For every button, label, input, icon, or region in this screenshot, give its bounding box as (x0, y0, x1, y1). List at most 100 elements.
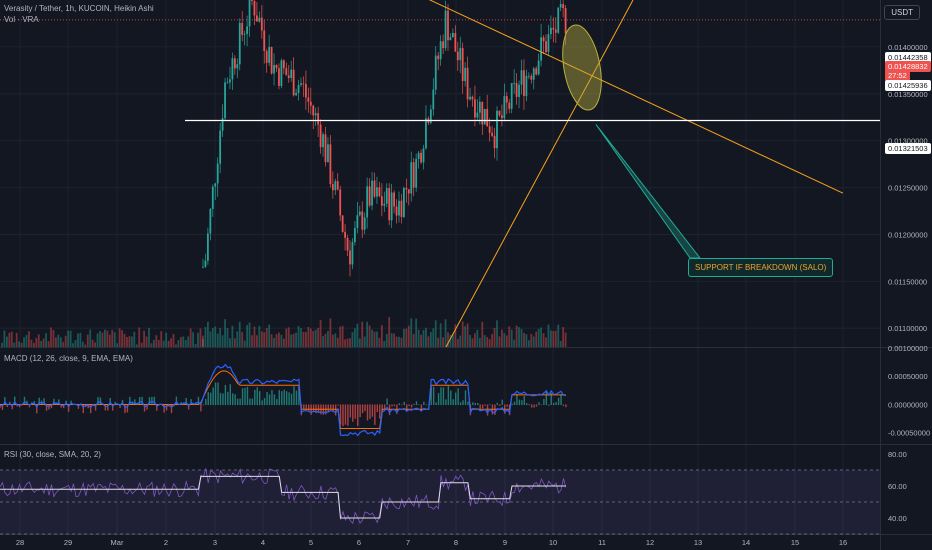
macd-histogram-bar (312, 404, 315, 412)
volume-bar (505, 335, 508, 347)
time-tick-label: 5 (309, 538, 313, 547)
volume-bar (339, 326, 342, 347)
volume-bar (170, 338, 172, 347)
candle-body (314, 113, 317, 116)
candle-body (459, 48, 462, 61)
volume-bar (476, 329, 479, 347)
candle-body (385, 188, 388, 204)
volume-bar (155, 335, 158, 347)
candle-body (493, 135, 496, 149)
volume-bar (194, 343, 197, 347)
time-tick-label: 13 (694, 538, 702, 547)
macd-histogram-bar (369, 404, 371, 419)
macd-histogram-bar (386, 398, 388, 406)
macd-histogram-bar (283, 389, 285, 406)
macd-histogram-bar (28, 404, 31, 408)
candle-body (510, 83, 513, 109)
volume-bar (150, 343, 153, 347)
volume-bar (108, 334, 111, 347)
macd-pane (0, 363, 567, 437)
volume-bar (550, 330, 552, 347)
volume-bar (13, 342, 16, 347)
macd-histogram-bar (540, 404, 543, 406)
candle-body (243, 34, 246, 35)
volume-bar (182, 336, 185, 347)
volume-bar (527, 340, 530, 347)
candle-body (376, 187, 378, 197)
macd-histogram-bar (518, 399, 521, 406)
volume-bar (425, 327, 427, 347)
macd-histogram-bar (486, 404, 489, 416)
volume-bar (216, 333, 219, 347)
volume-bar (400, 337, 403, 347)
macd-histogram-bar (516, 393, 518, 406)
macd-histogram-bar (163, 404, 165, 413)
volume-bar (361, 321, 364, 347)
candle-body (202, 266, 204, 268)
candle-body (339, 189, 342, 216)
volume-bar (403, 328, 405, 347)
volume-bar (104, 329, 106, 347)
volume-bar (113, 332, 116, 347)
volume-bar (481, 321, 484, 347)
macd-histogram-bar (295, 390, 298, 406)
candle-body (292, 69, 295, 96)
macd-histogram-bar (153, 396, 156, 406)
macd-histogram-bar (11, 404, 13, 410)
volume-bar (273, 337, 275, 347)
candle-body (238, 22, 241, 65)
volume-bar (393, 333, 395, 347)
volume-bar (79, 332, 82, 347)
macd-histogram-bar (50, 404, 53, 409)
macd-histogram-bar (138, 396, 141, 406)
candle-body (540, 37, 542, 61)
volume-bar (501, 329, 503, 347)
candle-body (503, 96, 506, 119)
candle-body (398, 200, 400, 216)
volume-bar (312, 331, 315, 347)
volume-bar (20, 342, 23, 347)
macd-histogram-bar (305, 404, 307, 410)
macd-histogram-bar (124, 404, 126, 414)
volume-bar (344, 339, 346, 347)
macd-histogram-bar (104, 404, 107, 411)
volume-bar (130, 336, 133, 347)
macd-histogram-bar (285, 391, 288, 406)
candle-body (525, 75, 528, 96)
macd-histogram-bar (239, 398, 241, 406)
candle-body (432, 89, 435, 110)
candle-body (341, 215, 344, 232)
volume-bar (385, 334, 388, 347)
macd-histogram-bar (141, 396, 143, 406)
volume-bar (295, 332, 297, 347)
candle-body (297, 85, 300, 93)
currency-selector[interactable]: USDT (884, 5, 920, 20)
volume-bar (258, 325, 261, 347)
support-annotation[interactable]: SUPPORT IF BREAKDOWN (SALO) (688, 258, 834, 277)
current-price-badge: 0.01428832 (885, 61, 931, 72)
macd-histogram-bar (511, 403, 513, 406)
volume-bar (3, 330, 6, 347)
volume-bar (427, 336, 430, 347)
macd-histogram-bar (432, 386, 435, 406)
macd-histogram-bar (550, 392, 552, 406)
volume-bar (552, 330, 555, 347)
macd-histogram-bar (151, 396, 153, 406)
candle-body (214, 183, 217, 187)
volume-bar (57, 334, 60, 347)
time-tick-label: 10 (549, 538, 557, 547)
volume-bar (442, 337, 444, 347)
volume-bar (331, 334, 334, 347)
candle-body (354, 227, 356, 243)
macd-histogram-bar (354, 404, 356, 419)
macd-histogram-bar (437, 393, 440, 406)
volume-bar (542, 333, 545, 347)
macd-histogram-bar (459, 402, 462, 406)
volume-bar (101, 332, 104, 347)
volume-bar (270, 334, 273, 347)
rsi-pane (0, 468, 880, 535)
candle-body (429, 109, 432, 123)
candle-body (390, 192, 393, 221)
candle-body (322, 134, 324, 148)
macd-histogram-bar (14, 396, 16, 406)
